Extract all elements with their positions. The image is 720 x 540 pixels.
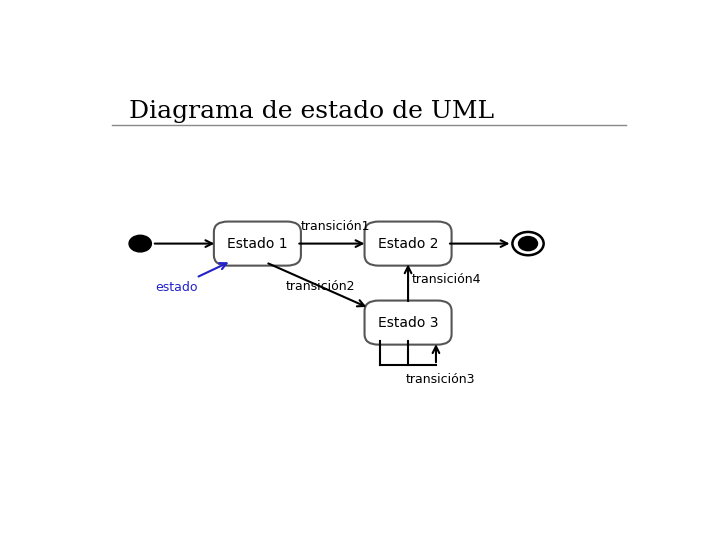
- Text: estado: estado: [156, 281, 198, 294]
- Text: Diagrama de estado de UML: Diagrama de estado de UML: [129, 100, 494, 123]
- FancyBboxPatch shape: [214, 221, 301, 266]
- Text: transición3: transición3: [405, 373, 474, 386]
- Text: Estado 3: Estado 3: [378, 315, 438, 329]
- Text: Estado 1: Estado 1: [227, 237, 288, 251]
- Text: transición2: transición2: [285, 280, 355, 294]
- Text: transición4: transición4: [412, 273, 482, 286]
- Circle shape: [513, 232, 544, 255]
- FancyBboxPatch shape: [364, 301, 451, 345]
- Text: Estado 2: Estado 2: [378, 237, 438, 251]
- Text: transición1: transición1: [301, 220, 370, 233]
- Circle shape: [518, 237, 538, 251]
- Circle shape: [129, 235, 151, 252]
- FancyBboxPatch shape: [364, 221, 451, 266]
